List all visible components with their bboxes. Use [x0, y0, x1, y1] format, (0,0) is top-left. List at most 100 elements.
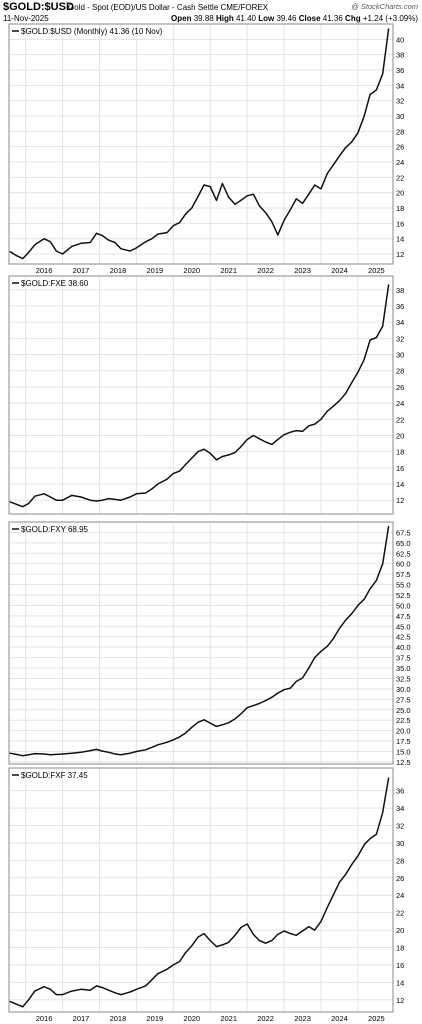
data-point: [375, 833, 377, 835]
data-point: [129, 991, 131, 993]
data-point: [295, 198, 297, 200]
data-point: [265, 699, 267, 702]
data-point: [246, 195, 248, 197]
chart-description: Gold - Spot (EOD)/US Dollar - Cash Settl…: [68, 3, 269, 12]
data-point: [151, 488, 153, 490]
x-tick-label: 2024: [331, 1014, 348, 1023]
y-tick-label: 22.5: [396, 716, 411, 725]
panel-border: [8, 767, 394, 1013]
data-point: [289, 687, 291, 689]
data-point: [172, 964, 174, 966]
x-tick-label: 2022: [257, 1014, 274, 1023]
data-point: [157, 744, 159, 746]
y-tick-label: 35.0: [396, 664, 411, 673]
y-tick-label: 28: [396, 856, 404, 865]
data-point: [129, 496, 131, 498]
data-point: [178, 960, 181, 963]
data-point: [209, 722, 211, 724]
data-point: [221, 724, 224, 726]
y-tick-label: 24: [396, 891, 404, 900]
y-tick-label: 30: [396, 112, 404, 121]
data-point: [277, 438, 279, 441]
chart-panel-3: 12.5 15.017.520.0 22.525.0 27.530.0 32.535.0…: [8, 521, 411, 767]
x-tick-label: 2023: [294, 266, 311, 275]
data-point: [295, 934, 297, 936]
data-point: [9, 501, 11, 503]
data-point: [151, 979, 153, 981]
data-point: [228, 454, 230, 456]
data-point: [108, 498, 110, 500]
data-point: [320, 650, 322, 652]
data-point: [203, 932, 205, 935]
data-point: [320, 188, 322, 190]
y-tick-label: 28: [396, 367, 404, 376]
x-tick-label: 2021: [220, 266, 237, 275]
data-point: [357, 604, 359, 607]
y-tick-label: 17.5: [396, 737, 411, 746]
x-tick-label: 2020: [183, 1014, 200, 1023]
data-point: [55, 499, 57, 501]
data-point: [240, 446, 242, 448]
data-point: [387, 28, 390, 30]
open-value: 39.88: [193, 14, 214, 23]
legend-label: $GOLD:FXE 38.60: [21, 279, 89, 288]
data-point: [382, 811, 384, 814]
y-tick-label: 62.5: [396, 549, 411, 558]
panel-border: [8, 275, 394, 515]
data-point: [246, 438, 248, 441]
data-point: [289, 208, 291, 211]
data-point: [191, 726, 193, 728]
data-point: [351, 613, 353, 615]
x-tick-label: 2022: [257, 266, 274, 275]
x-tick-label: 2019: [147, 266, 164, 275]
data-point: [49, 496, 51, 498]
data-point: [49, 754, 51, 756]
data-point: [338, 881, 341, 883]
y-tick-label: 37.5: [396, 654, 411, 663]
y-tick-label: 32: [396, 822, 404, 831]
y-tick-label: 27.5: [396, 695, 411, 704]
data-point: [283, 930, 285, 932]
x-tick-label: 2021: [220, 1014, 237, 1023]
series-line: [9, 777, 390, 1008]
data-point: [197, 721, 199, 723]
y-tick-label: 20: [396, 431, 404, 440]
data-point: [277, 692, 279, 694]
data-point: [145, 985, 147, 987]
data-point: [89, 499, 91, 501]
data-point: [221, 944, 224, 946]
data-point: [135, 247, 137, 249]
panel-border: [8, 521, 394, 765]
data-point: [145, 492, 147, 494]
data-point: [338, 155, 341, 157]
data-point: [120, 499, 122, 501]
y-tick-label: 12.5: [396, 758, 411, 767]
data-point: [34, 752, 36, 755]
y-tick-label: 47.5: [396, 612, 411, 621]
data-point: [351, 141, 353, 143]
ohlc-readout: Open 39.88 High 41.40 Low 39.46 Close 41…: [171, 14, 418, 23]
data-point: [289, 431, 291, 433]
data-point: [114, 753, 116, 755]
data-point: [43, 986, 45, 988]
data-point: [49, 241, 51, 243]
data-point: [178, 470, 181, 472]
data-point: [80, 751, 82, 753]
data-point: [151, 746, 153, 748]
y-tick-label: 22: [396, 909, 404, 918]
data-point: [191, 207, 193, 209]
data-point: [240, 199, 242, 201]
data-point: [145, 241, 147, 243]
chart-panel-1: 12 14 16 18 20 22 24 26 28 30 32 34 36 38 40 $GOLD:$USD…: [8, 23, 404, 265]
data-point: [326, 410, 328, 412]
data-point: [308, 926, 310, 928]
brand-watermark: @ StockCharts.com: [351, 2, 418, 11]
y-tick-label: 26: [396, 874, 404, 883]
data-point: [326, 906, 328, 909]
data-point: [114, 241, 116, 244]
data-point: [345, 392, 347, 394]
data-point: [108, 989, 110, 991]
data-point: [338, 627, 341, 629]
data-point: [369, 588, 371, 590]
data-point: [101, 235, 104, 237]
